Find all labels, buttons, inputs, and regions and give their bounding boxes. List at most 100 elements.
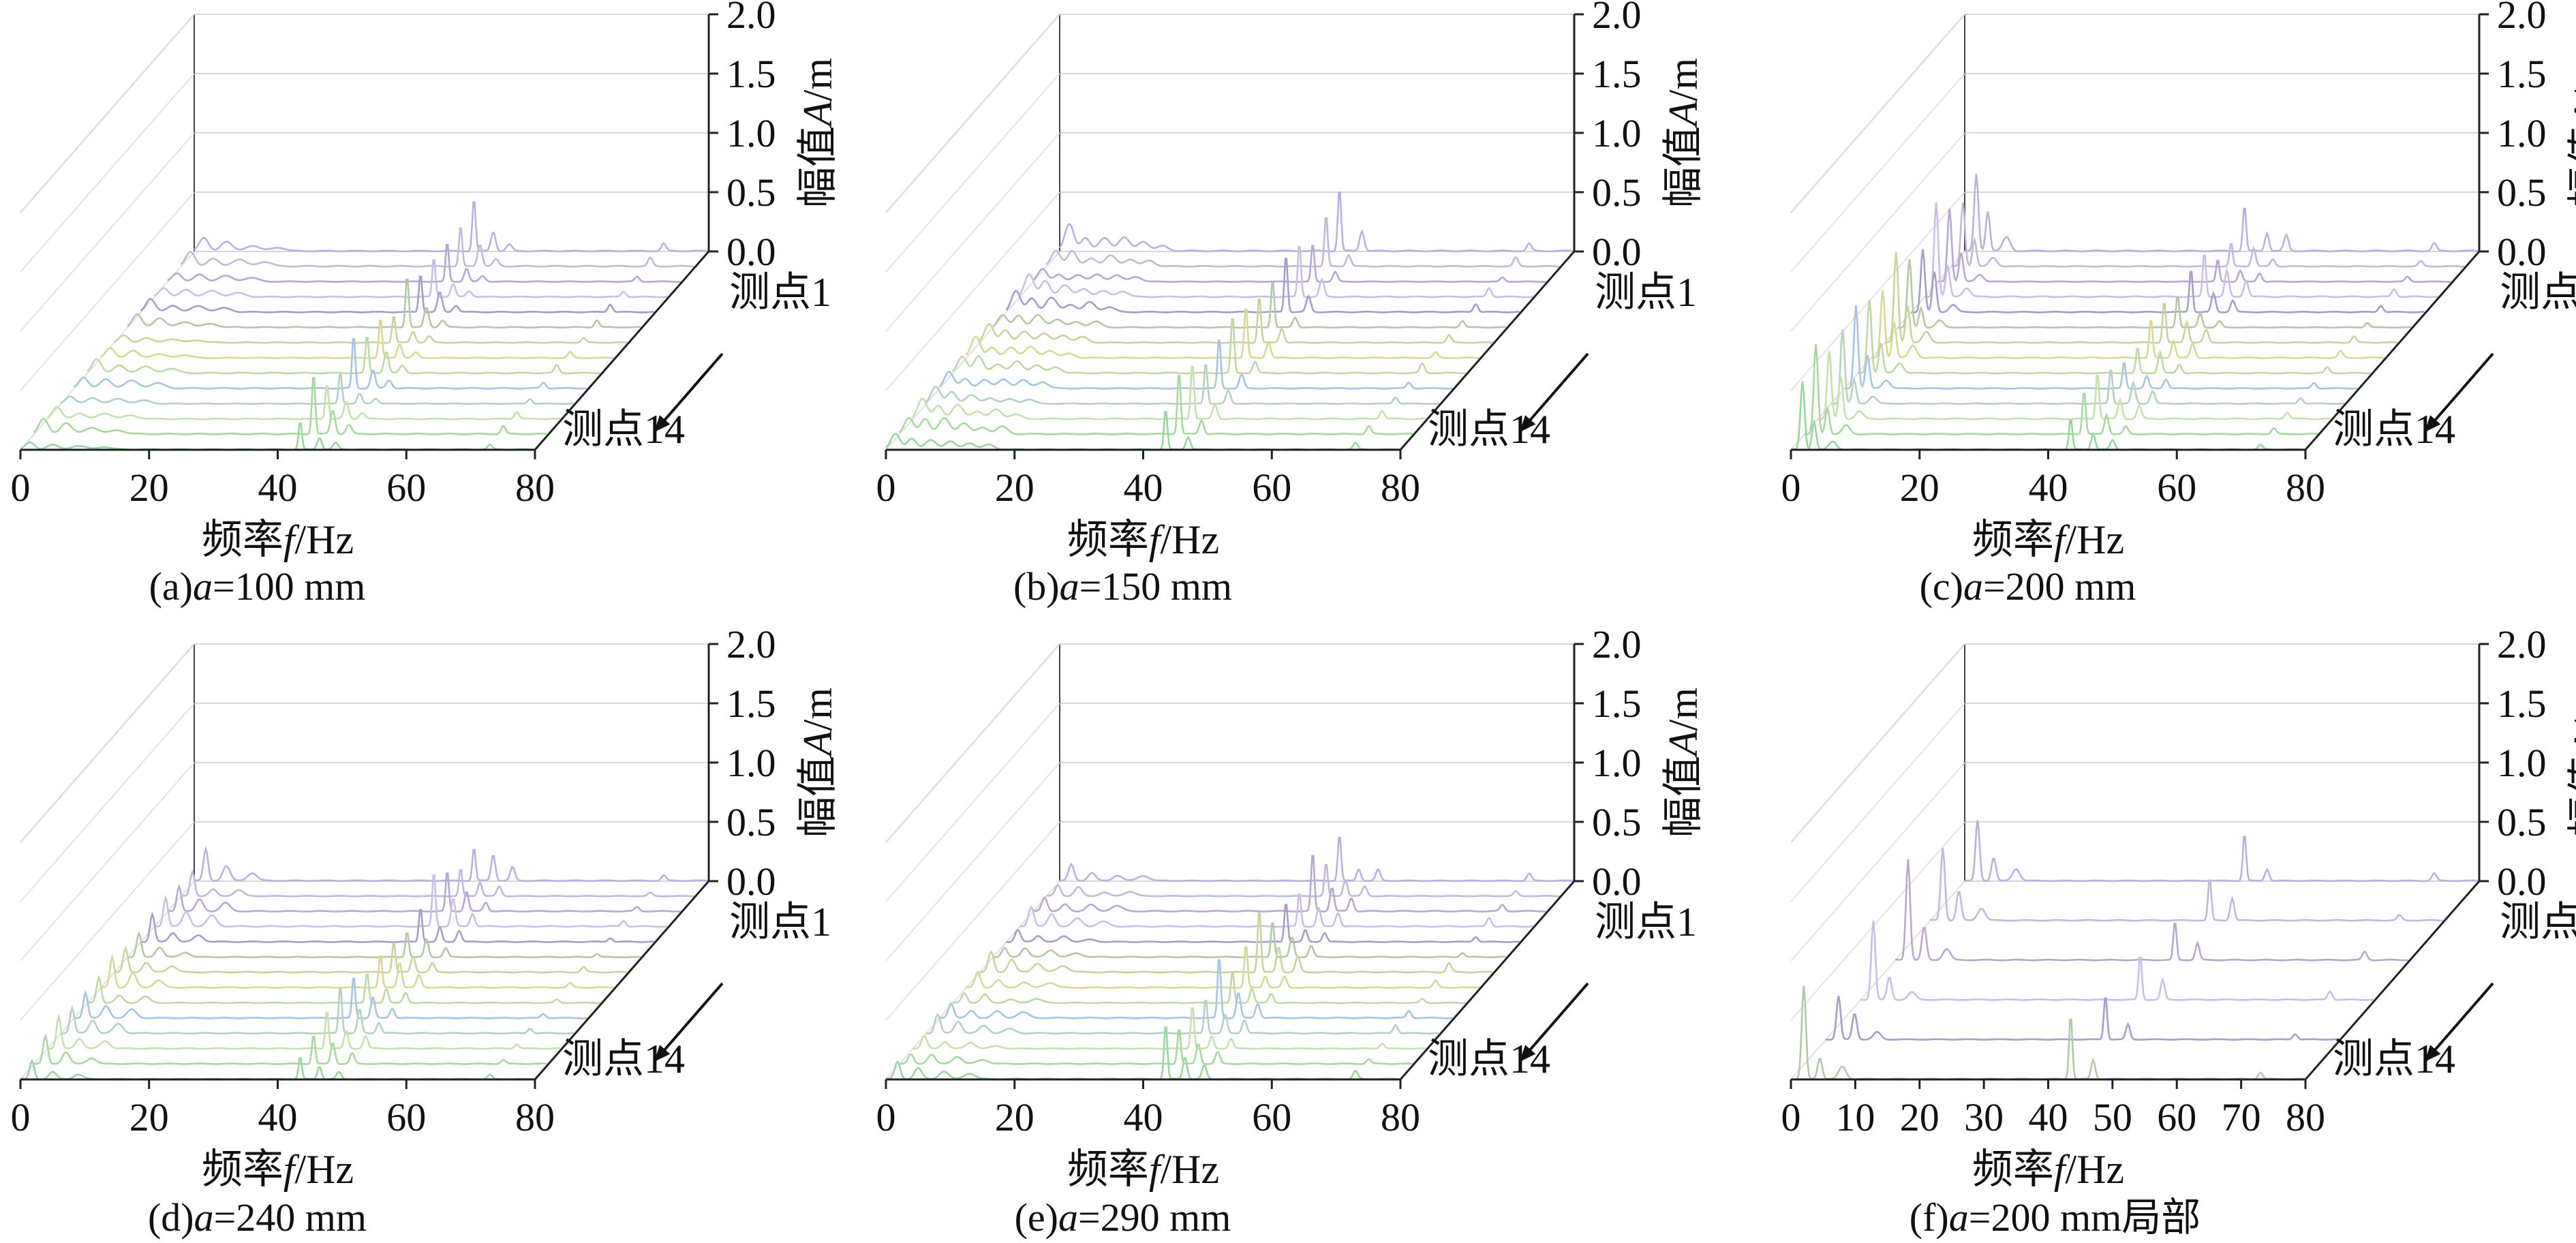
series-trace bbox=[140, 275, 654, 313]
z-axis-label: 幅值A/m bbox=[1661, 58, 1706, 208]
z-axis-label-part: /m bbox=[2566, 58, 2576, 101]
side-gridline bbox=[20, 762, 195, 962]
x-tick-label: 60 bbox=[2157, 465, 2196, 510]
x-axis-label-part: /Hz bbox=[295, 1147, 354, 1192]
series-trace bbox=[1930, 848, 2444, 922]
depth-end-label: 测点14 bbox=[2333, 407, 2455, 452]
side-gridline bbox=[885, 703, 1060, 902]
arrow-head-icon bbox=[1520, 1045, 1536, 1062]
depth-end-label: 测点14 bbox=[2333, 1037, 2455, 1081]
z-axis-label-part: 幅值 bbox=[1661, 756, 1706, 838]
x-tick-label: 30 bbox=[1964, 1095, 2004, 1139]
z-axis: 0.0 0.5 1.0 1.5 2.0 幅值A/m bbox=[1574, 622, 1706, 904]
z-tick-label: 1.0 bbox=[726, 111, 776, 155]
depth-end-label: 测点14 bbox=[562, 1037, 685, 1081]
depth-end-label: 测点14 bbox=[1428, 1037, 1550, 1081]
series-trace bbox=[1830, 329, 2345, 405]
side-gridline bbox=[885, 880, 1060, 1080]
x-tick-label: 40 bbox=[2029, 1095, 2068, 1139]
z-axis-label: 幅值A/m bbox=[795, 58, 840, 208]
depth-axis-line bbox=[2304, 251, 2481, 450]
panel-caption-part: =200 mm局部 bbox=[1969, 1195, 2201, 1240]
x-axis-label: 频率f/Hz bbox=[202, 1147, 354, 1192]
side-gridline bbox=[20, 14, 195, 213]
direction-arrow-icon bbox=[2423, 982, 2494, 1063]
z-axis-label: 幅值A/m bbox=[1661, 688, 1706, 838]
series-trace bbox=[1895, 859, 2409, 962]
series-trace bbox=[1871, 290, 2385, 359]
z-tick-label: 1.5 bbox=[726, 52, 776, 96]
series-trace bbox=[1790, 381, 2305, 451]
series-trace bbox=[1826, 996, 2340, 1041]
series-trace bbox=[939, 959, 1453, 1019]
x-axis-label-part: /Hz bbox=[2066, 517, 2125, 562]
arrow-head-icon bbox=[654, 1045, 671, 1062]
x-tick-label: 40 bbox=[1124, 1095, 1163, 1139]
z-tick-label: 0.5 bbox=[726, 170, 776, 215]
panel-caption: (c)a=200 mm bbox=[1920, 564, 2136, 609]
series-trace bbox=[953, 972, 1467, 1004]
series-trace bbox=[1951, 202, 2465, 268]
z-tick-label: 2.0 bbox=[2497, 622, 2547, 666]
z-tick-label: 1.0 bbox=[2497, 741, 2547, 785]
x-tick-label: 80 bbox=[1381, 1095, 1420, 1139]
series-trace bbox=[899, 1029, 1413, 1065]
z-axis-label: 幅值A/m bbox=[2566, 58, 2576, 208]
x-tick-label: 50 bbox=[2093, 1095, 2132, 1139]
series-trace bbox=[1858, 299, 2372, 375]
series-trace bbox=[979, 298, 1493, 344]
z-axis-label-part: 幅值 bbox=[1661, 126, 1706, 208]
series-trace bbox=[87, 337, 601, 375]
side-gridline bbox=[20, 132, 195, 332]
x-tick-label: 40 bbox=[258, 465, 298, 510]
series-trace bbox=[1059, 836, 1574, 883]
series-trace bbox=[1964, 820, 2479, 883]
series-trace bbox=[952, 318, 1467, 375]
z-axis-label-part: 幅值 bbox=[2566, 126, 2576, 208]
series-trace bbox=[33, 377, 547, 435]
back-wall bbox=[20, 643, 710, 1080]
z-tick-label: 0.5 bbox=[1592, 170, 1642, 215]
z-tick-label: 2.0 bbox=[726, 622, 776, 666]
z-tick-label: 1.0 bbox=[2497, 111, 2547, 155]
direction-arrow-icon bbox=[1518, 982, 1589, 1063]
z-tick-label: 1.5 bbox=[2497, 681, 2547, 726]
panel-caption: (a)a=100 mm bbox=[149, 564, 366, 609]
series-trace bbox=[1884, 251, 2398, 344]
z-axis-label: 幅值A/m bbox=[795, 688, 840, 838]
series-trace bbox=[1032, 855, 1546, 912]
series-trace bbox=[1937, 209, 2451, 283]
panel-caption-part: =150 mm bbox=[1079, 564, 1232, 609]
series-trace bbox=[194, 846, 708, 883]
side-gridline bbox=[20, 821, 195, 1021]
x-tick-label: 40 bbox=[1124, 465, 1163, 510]
panel-c: 0.00.51.01.52.0幅值A/m020406080频率f/Hz测点1测点… bbox=[1781, 0, 2576, 609]
x-tick-label: 40 bbox=[2029, 465, 2068, 510]
panel-caption-part: =290 mm bbox=[1078, 1195, 1231, 1240]
direction-arrow-icon bbox=[653, 982, 724, 1063]
x-axis-label-part: 频率 bbox=[202, 1147, 283, 1192]
x-tick-label: 60 bbox=[386, 465, 426, 510]
x-tick-label: 20 bbox=[995, 465, 1034, 510]
panel-caption: (f)a=200 mm局部 bbox=[1910, 1195, 2201, 1240]
panel-caption-part: =240 mm bbox=[214, 1195, 367, 1240]
panel-caption-part: a bbox=[1963, 564, 1983, 609]
x-tick-label: 40 bbox=[258, 1095, 298, 1139]
side-gridline bbox=[885, 643, 1060, 843]
z-axis: 0.0 0.5 1.0 1.5 2.0 幅值A/m bbox=[709, 0, 840, 274]
side-gridline bbox=[885, 73, 1060, 273]
panel-caption-part: (c) bbox=[1920, 564, 1963, 609]
z-tick-label: 0.0 bbox=[2497, 859, 2547, 904]
x-axis-label: 频率f/Hz bbox=[1972, 1147, 2124, 1192]
z-axis-label-part: /m bbox=[1661, 688, 1706, 731]
series-trace bbox=[1860, 921, 2374, 1001]
series-trace bbox=[1045, 217, 1560, 268]
x-axis-label-part: /Hz bbox=[2066, 1147, 2125, 1192]
x-axis: 0 20 40 60 80 频率f/Hz bbox=[1781, 448, 2325, 562]
series-trace bbox=[33, 1033, 547, 1065]
x-tick-label: 70 bbox=[2222, 1095, 2261, 1139]
depth-start-label: 测点1 bbox=[729, 270, 831, 315]
series-trace bbox=[180, 227, 694, 268]
x-tick-label: 0 bbox=[876, 465, 896, 510]
